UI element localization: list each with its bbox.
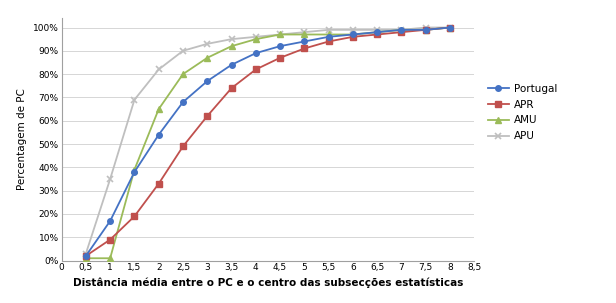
AMU xyxy=(82,256,89,260)
Legend: Portugal, APR, AMU, APU: Portugal, APR, AMU, APU xyxy=(488,84,557,141)
Portugal xyxy=(301,40,308,43)
APU xyxy=(301,30,308,34)
APR xyxy=(82,254,89,258)
APR xyxy=(252,68,259,71)
APR xyxy=(349,35,357,39)
APR xyxy=(301,47,308,50)
Portugal xyxy=(82,254,89,258)
Portugal xyxy=(203,79,211,83)
APU xyxy=(325,28,333,32)
X-axis label: Distância média entre o PC e o centro das subsecções estatísticas: Distância média entre o PC e o centro da… xyxy=(73,278,463,288)
Portugal xyxy=(325,35,333,39)
Portugal xyxy=(252,51,259,55)
APU xyxy=(373,28,381,32)
AMU xyxy=(422,28,429,32)
APR xyxy=(228,86,235,90)
Portugal xyxy=(107,219,114,223)
Line: APR: APR xyxy=(83,25,453,259)
Line: APU: APU xyxy=(83,25,453,256)
APR xyxy=(398,30,405,34)
APU xyxy=(107,177,114,181)
APU xyxy=(203,42,211,46)
APU xyxy=(422,26,429,29)
AMU xyxy=(398,28,405,32)
APR xyxy=(131,215,138,218)
Y-axis label: Percentagem de PC: Percentagem de PC xyxy=(17,88,27,190)
Portugal xyxy=(349,33,357,36)
APU xyxy=(179,49,187,53)
APU xyxy=(277,33,284,36)
Portugal xyxy=(131,170,138,174)
AMU xyxy=(277,33,284,36)
APR xyxy=(155,182,163,185)
APR xyxy=(422,28,429,32)
APU xyxy=(447,26,454,29)
AMU xyxy=(373,30,381,34)
Portugal xyxy=(155,133,163,137)
AMU xyxy=(228,44,235,48)
Line: Portugal: Portugal xyxy=(83,25,453,259)
APR xyxy=(325,40,333,43)
APR xyxy=(179,145,187,148)
APU xyxy=(82,252,89,255)
APR xyxy=(277,56,284,60)
AMU xyxy=(155,107,163,111)
APR xyxy=(373,33,381,36)
Portugal xyxy=(277,44,284,48)
APU xyxy=(131,98,138,102)
APU xyxy=(252,35,259,39)
APR xyxy=(447,26,454,29)
APU xyxy=(155,68,163,71)
Line: AMU: AMU xyxy=(83,25,453,261)
AMU xyxy=(447,26,454,29)
Portugal xyxy=(398,28,405,32)
AMU xyxy=(179,72,187,76)
AMU xyxy=(107,256,114,260)
AMU xyxy=(301,33,308,36)
APU xyxy=(228,37,235,41)
AMU xyxy=(203,56,211,60)
Portugal xyxy=(422,28,429,32)
Portugal xyxy=(373,30,381,34)
APU xyxy=(349,28,357,32)
AMU xyxy=(349,33,357,36)
APU xyxy=(398,28,405,32)
APR xyxy=(107,238,114,241)
APR xyxy=(203,114,211,118)
Portugal xyxy=(447,26,454,29)
AMU xyxy=(325,33,333,36)
AMU xyxy=(131,168,138,171)
Portugal xyxy=(179,100,187,104)
Portugal xyxy=(228,63,235,67)
AMU xyxy=(252,37,259,41)
